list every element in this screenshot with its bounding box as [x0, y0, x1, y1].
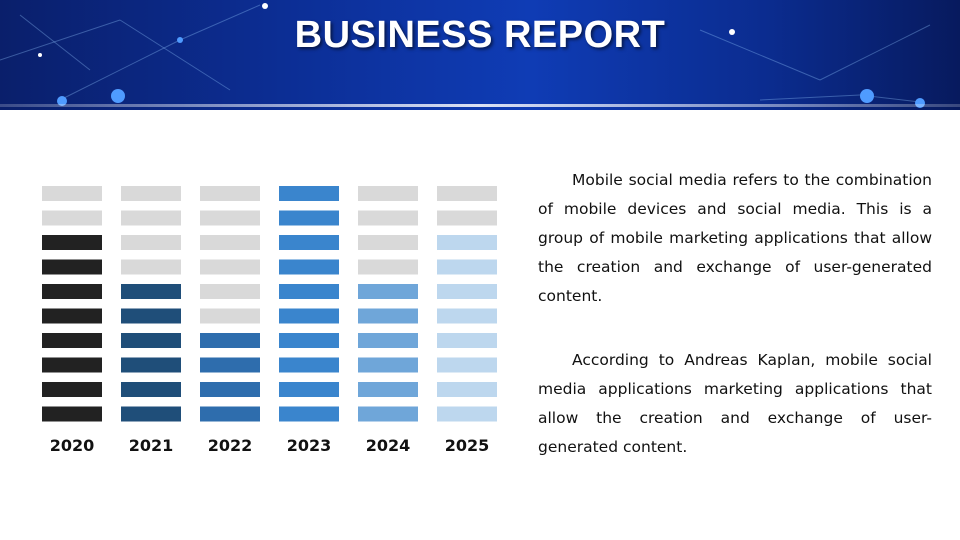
bar-segment-2023-9	[279, 210, 339, 226]
paragraph-1: Mobile social media refers to the combin…	[538, 166, 932, 311]
bar-segment-2021-4	[121, 333, 181, 348]
bar-segment-2022-5	[200, 308, 260, 324]
bar-segment-2025-7	[437, 259, 497, 275]
x-tick-label-2025: 2025	[445, 436, 490, 455]
bar-segment-2021-3	[121, 357, 181, 373]
bar-segment-2025-6	[437, 284, 497, 299]
bar-segment-2025-4	[437, 333, 497, 348]
bar-segment-2020-4	[42, 333, 102, 348]
bar-segment-2025-3	[437, 357, 497, 373]
x-tick-label-2023: 2023	[287, 436, 332, 455]
page-title: BUSINESS REPORT	[294, 14, 666, 56]
banner-divider	[0, 104, 960, 107]
bar-segment-2024-7	[358, 259, 418, 275]
bar-segment-2022-2	[200, 382, 260, 397]
header-banner: BUSINESS REPORT	[0, 0, 960, 110]
bar-segment-2025-1	[437, 406, 497, 422]
x-tick-label-2021: 2021	[129, 436, 174, 455]
bar-segment-2022-3	[200, 357, 260, 373]
bar-segment-2022-10	[200, 186, 260, 201]
paragraph-2: According to Andreas Kaplan, mobile soci…	[538, 346, 932, 462]
bar-segment-2022-6	[200, 284, 260, 299]
bar-segment-2020-2	[42, 382, 102, 397]
bar-segment-2021-9	[121, 210, 181, 226]
bar-segment-2024-1	[358, 406, 418, 422]
bar-segment-2022-7	[200, 259, 260, 275]
bar-segment-2024-4	[358, 333, 418, 348]
bar-segment-2024-3	[358, 357, 418, 373]
bar-segment-2020-8	[42, 235, 102, 250]
bar-segment-2023-1	[279, 406, 339, 422]
bar-segment-2023-7	[279, 259, 339, 275]
bar-segment-2023-5	[279, 308, 339, 324]
bar-segment-2024-5	[358, 308, 418, 324]
paragraph-1-text: Mobile social media refers to the combin…	[538, 171, 932, 305]
bar-segment-2020-10	[42, 186, 102, 201]
bar-segment-2025-9	[437, 210, 497, 226]
segment-bar-chart: 2020 2021 2022 2023 2024 2025	[30, 175, 510, 465]
bar-segment-2021-10	[121, 186, 181, 201]
bar-segment-2021-6	[121, 284, 181, 299]
chart-canvas: 2020 2021 2022 2023 2024 2025	[42, 186, 497, 455]
bar-segment-2020-6	[42, 284, 102, 299]
bar-segment-2020-9	[42, 210, 102, 226]
bar-segment-2023-10	[279, 186, 339, 201]
bar-segment-2023-2	[279, 382, 339, 397]
bar-segment-2022-8	[200, 235, 260, 250]
bar-segment-2025-8	[437, 235, 497, 250]
bar-segment-2024-9	[358, 210, 418, 226]
bar-segment-2025-10	[437, 186, 497, 201]
bar-segment-2021-7	[121, 259, 181, 275]
bar-segment-2023-8	[279, 235, 339, 250]
bar-segment-2023-6	[279, 284, 339, 299]
x-tick-label-2024: 2024	[366, 436, 411, 455]
bar-segment-2020-7	[42, 259, 102, 275]
bar-segment-2022-1	[200, 406, 260, 422]
bar-segment-2024-8	[358, 235, 418, 250]
bar-segment-2025-5	[437, 308, 497, 324]
bar-segment-2020-5	[42, 308, 102, 324]
bar-segment-2025-2	[437, 382, 497, 397]
network-graphic	[0, 3, 931, 108]
bar-segment-2022-4	[200, 333, 260, 348]
bar-segment-2023-3	[279, 357, 339, 373]
paragraph-2-text: According to Andreas Kaplan, mobile soci…	[538, 351, 932, 456]
bar-segment-2021-8	[121, 235, 181, 250]
bar-segment-2023-4	[279, 333, 339, 348]
bar-segment-2024-2	[358, 382, 418, 397]
x-tick-label-2020: 2020	[50, 436, 95, 455]
bar-segment-2021-1	[121, 406, 181, 422]
bar-segment-2020-3	[42, 357, 102, 373]
x-tick-label-2022: 2022	[208, 436, 253, 455]
bar-segment-2021-5	[121, 308, 181, 324]
bar-segment-2024-6	[358, 284, 418, 299]
bar-segment-2022-9	[200, 210, 260, 226]
bar-segment-2021-2	[121, 382, 181, 397]
bar-segment-2020-1	[42, 406, 102, 422]
bar-segment-2024-10	[358, 186, 418, 201]
